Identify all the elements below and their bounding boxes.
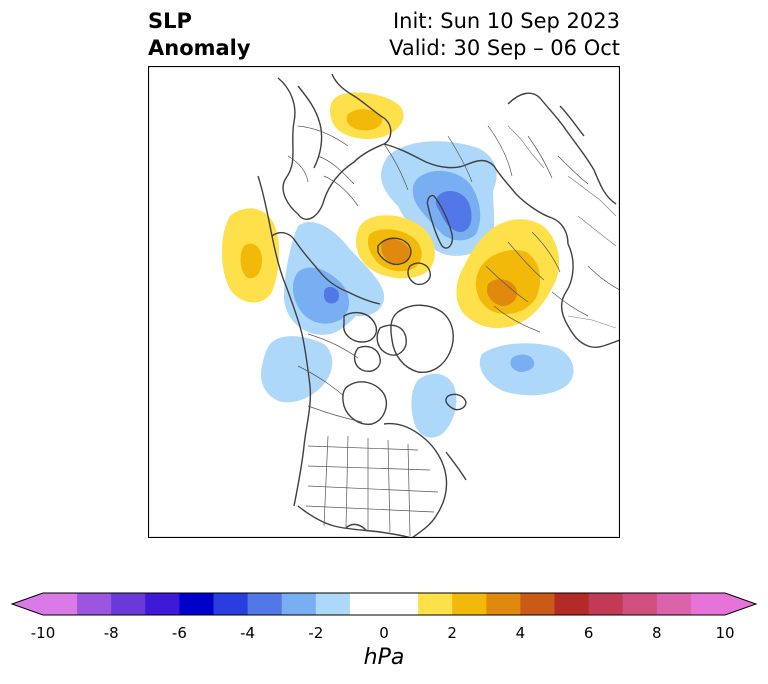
title-left: SLP Anomaly <box>148 8 251 62</box>
anomaly-russia-strong <box>435 191 472 232</box>
graticule <box>507 125 617 329</box>
colorbar-segment <box>315 593 351 615</box>
colorbar-segment <box>349 593 419 615</box>
slp-anomaly-map <box>148 66 620 538</box>
init-date: Init: Sun 10 Sep 2023 <box>392 9 620 33</box>
anomaly-scandinavia-core <box>346 109 383 131</box>
colorbar <box>10 592 758 616</box>
title-variable: SLP <box>148 9 192 33</box>
colorbar-tick-label: 8 <box>652 624 662 642</box>
anomaly-siberia-strong <box>486 279 518 306</box>
anomaly-beaufort-strong <box>324 286 340 304</box>
colorbar-tick-label: -4 <box>240 624 256 642</box>
valid-range: Valid: 30 Sep – 06 Oct <box>389 36 620 60</box>
colorbar-tick-label: -8 <box>103 624 119 642</box>
colorbar-segment <box>588 593 624 615</box>
colorbar-segment <box>43 593 78 615</box>
colorbar-segment <box>145 593 180 615</box>
political-borders <box>287 125 620 537</box>
colorbar-segment <box>690 593 726 615</box>
anomaly-eastcanada-negative <box>411 373 457 438</box>
colorbar-segment <box>418 593 453 615</box>
colorbar-segment <box>554 593 590 615</box>
colorbar-segment <box>281 593 317 615</box>
colorbar-tick-label: 10 <box>715 624 735 642</box>
colorbar-segment <box>111 593 146 615</box>
colorbar-tick-label: -2 <box>308 624 324 642</box>
anomaly-beaufort-moderate <box>292 267 349 324</box>
colorbar-tick-label: 6 <box>583 624 594 642</box>
colorbar-extend-max <box>725 593 756 615</box>
colorbar-tick-label: -6 <box>171 624 187 642</box>
colorbar-tick-label: 4 <box>515 624 526 642</box>
colorbar-segment <box>179 593 214 615</box>
colorbar-tick-label: -10 <box>30 624 56 642</box>
colorbar-tick-label: 2 <box>447 624 457 642</box>
colorbar-segment <box>520 593 555 615</box>
colorbar-segment <box>486 593 521 615</box>
colorbar-segment <box>213 593 249 615</box>
colorbar-tick-label: 0 <box>379 624 389 642</box>
colorbar-segment <box>247 593 283 615</box>
anomaly-bering-moderate <box>240 243 262 279</box>
coastlines <box>257 73 620 538</box>
colorbar-segment <box>656 593 692 615</box>
colorbar-segment <box>622 593 658 615</box>
colorbar-outline <box>10 592 758 616</box>
anomaly-atlantic-moderate <box>510 354 535 372</box>
map-frame <box>148 66 620 538</box>
title-right: Init: Sun 10 Sep 2023 Valid: 30 Sep – 06… <box>389 8 620 62</box>
anomaly-gulf-alaska-negative <box>260 336 333 403</box>
colorbar-extend-min <box>12 593 43 615</box>
colorbar-segment <box>452 593 487 615</box>
anomaly-fields <box>221 92 574 438</box>
colorbar-segment <box>77 593 112 615</box>
anomaly-central-strong <box>381 238 410 264</box>
title-subvariable: Anomaly <box>148 36 251 60</box>
colorbar-label: hPa <box>363 645 405 670</box>
